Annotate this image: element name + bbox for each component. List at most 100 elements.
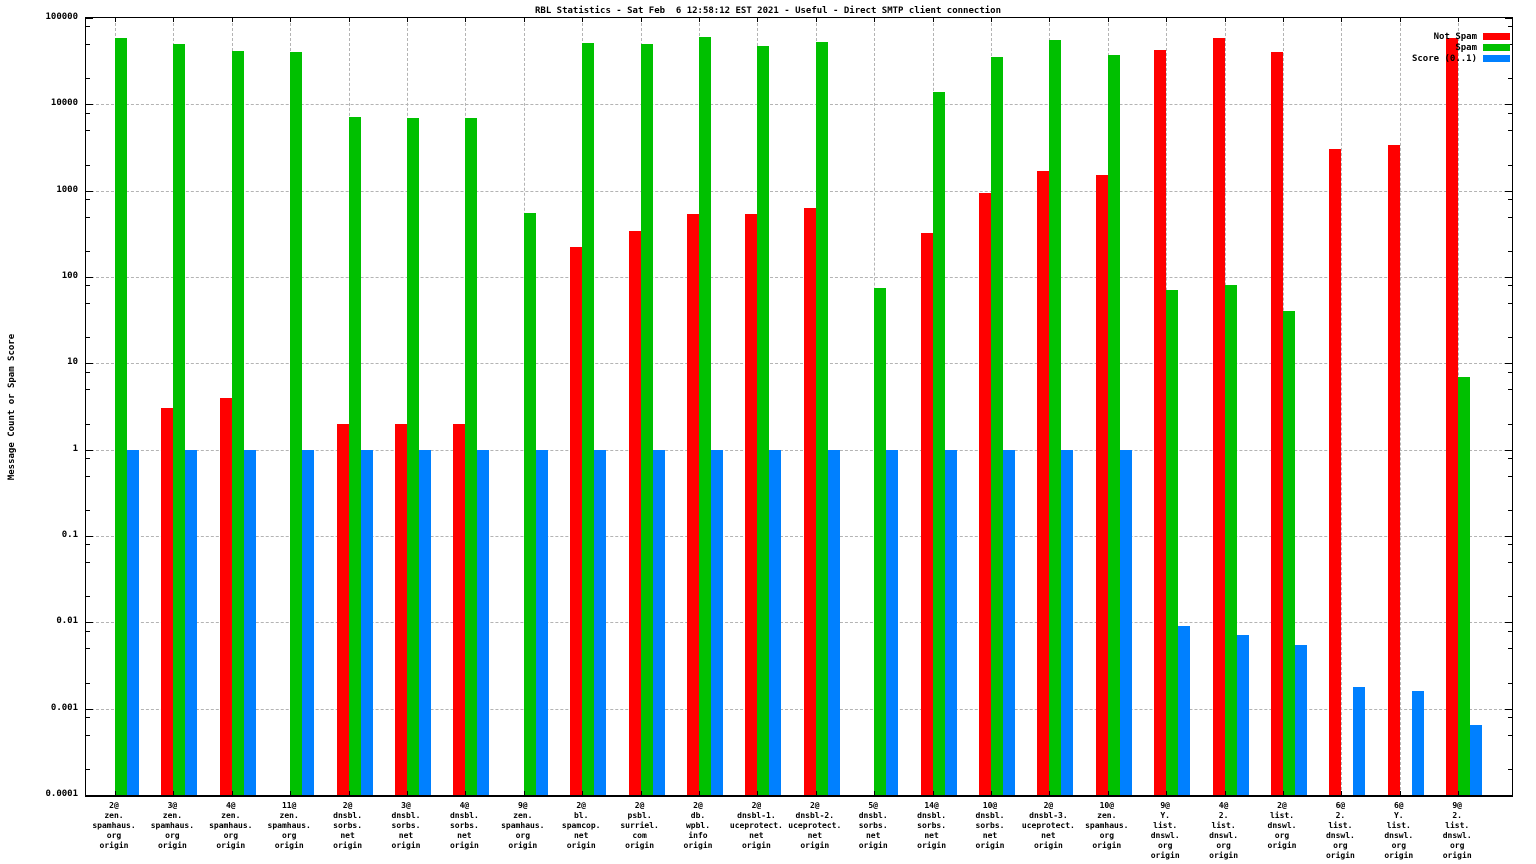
- bar-not-spam: [979, 192, 991, 795]
- y-major-tick-left: [86, 449, 93, 451]
- bar-spam: [407, 117, 419, 795]
- bar-score-0-1: [1295, 645, 1307, 795]
- bar-score-0-1: [127, 449, 139, 795]
- bar-not-spam: [1212, 38, 1225, 795]
- y-tick-label: 100: [61, 271, 78, 281]
- bar-score-0-1: [535, 449, 548, 795]
- y-minor-tick-right: [1508, 682, 1512, 684]
- x-tick-bottom: [1283, 791, 1284, 795]
- horizontal-gridline: [86, 536, 1512, 537]
- x-tick-bottom: [1341, 791, 1343, 795]
- x-tick-top: [640, 18, 642, 22]
- x-category-label: 4@ zen. spamhaus. org origin: [209, 801, 253, 850]
- x-tick-bottom: [582, 791, 584, 795]
- y-minor-tick-right: [1508, 544, 1512, 546]
- x-tick-bottom: [991, 791, 992, 795]
- x-tick-top: [1283, 18, 1284, 22]
- bar-spam: [815, 41, 828, 795]
- horizontal-gridline: [86, 277, 1512, 278]
- y-minor-tick-left: [86, 561, 90, 563]
- bar-spam: [465, 117, 478, 795]
- y-major-tick-left: [86, 18, 93, 19]
- x-category-label: 2@ db. wpbl. info origin: [683, 801, 713, 850]
- bar-not-spam: [1387, 144, 1400, 795]
- bar-score-0-1: [1353, 686, 1366, 795]
- bar-score-0-1: [594, 449, 607, 795]
- x-tick-bottom: [1224, 791, 1226, 795]
- y-tick-label: 0.0001: [45, 789, 78, 799]
- legend-swatch: [1483, 33, 1510, 40]
- bar-score-0-1: [360, 449, 373, 795]
- x-tick-top: [231, 18, 233, 22]
- bar-spam: [231, 51, 244, 795]
- plot-area: [85, 17, 1513, 797]
- x-category-label: 2@ bl. spamcop. net origin: [561, 801, 601, 850]
- y-minor-tick-right: [1508, 337, 1512, 339]
- y-major-tick-left: [86, 277, 93, 278]
- y-major-tick-right: [1505, 795, 1512, 796]
- y-minor-tick-left: [86, 130, 90, 132]
- y-minor-tick-left: [86, 337, 90, 339]
- bar-spam: [1049, 40, 1062, 795]
- y-tick-label: 1000: [56, 184, 78, 195]
- bar-score-0-1: [652, 449, 665, 795]
- bar-not-spam: [1271, 52, 1283, 795]
- bar-not-spam: [1446, 38, 1459, 795]
- bar-spam: [640, 43, 653, 795]
- bar-spam: [991, 57, 1003, 795]
- legend-row: Spam: [1412, 42, 1510, 53]
- x-tick-bottom: [348, 791, 350, 795]
- x-category-label: 2@ psbl. surriel. com origin: [620, 801, 659, 850]
- x-category-label: 2@ list. dnswl. org origin: [1267, 801, 1297, 850]
- x-tick-top: [1224, 18, 1226, 22]
- x-tick-bottom: [1399, 791, 1401, 795]
- y-minor-tick-left: [86, 302, 90, 304]
- y-minor-tick-left: [86, 43, 90, 45]
- horizontal-gridline: [86, 622, 1512, 624]
- horizontal-gridline: [86, 104, 1512, 106]
- y-minor-tick-left: [86, 199, 90, 201]
- bar-spam: [874, 287, 887, 795]
- bar-not-spam: [1037, 170, 1050, 795]
- y-minor-tick-left: [86, 389, 90, 391]
- bar-spam: [348, 116, 361, 795]
- x-tick-bottom: [115, 791, 116, 795]
- bar-spam: [1224, 285, 1237, 795]
- y-major-tick-left: [86, 708, 93, 710]
- x-category-label: 11@ zen. spamhaus. org origin: [267, 801, 311, 850]
- y-minor-tick-left: [86, 112, 90, 114]
- y-major-tick-left: [86, 622, 93, 624]
- y-major-tick-right: [1505, 18, 1512, 19]
- x-tick-top: [874, 18, 876, 22]
- x-tick-bottom: [640, 791, 642, 795]
- y-tick-label: 100000: [45, 12, 78, 22]
- legend-label: Not Spam: [1433, 31, 1477, 42]
- y-minor-tick-right: [1508, 199, 1512, 201]
- x-tick-bottom: [173, 791, 175, 795]
- bar-score-0-1: [1470, 724, 1483, 795]
- x-category-label: 2@ dnsbl-2. uceprotect. net origin: [788, 801, 842, 850]
- bar-not-spam: [1154, 49, 1167, 795]
- y-minor-tick-right: [1508, 510, 1512, 511]
- y-major-tick-right: [1505, 363, 1512, 365]
- bar-score-0-1: [886, 449, 899, 795]
- y-major-tick-right: [1505, 190, 1512, 192]
- y-minor-tick-left: [86, 78, 90, 80]
- x-tick-top: [932, 18, 934, 22]
- bar-spam: [1458, 376, 1471, 795]
- legend-swatch: [1483, 55, 1510, 62]
- legend-row: Not Spam: [1412, 31, 1510, 42]
- y-minor-tick-right: [1508, 43, 1512, 45]
- bar-score-0-1: [1119, 449, 1132, 795]
- legend-swatch: [1483, 44, 1510, 51]
- bar-not-spam: [336, 423, 349, 795]
- bar-not-spam: [1095, 175, 1108, 795]
- vertical-gridline: [1341, 18, 1343, 795]
- bar-not-spam: [920, 233, 933, 795]
- x-tick-bottom: [231, 791, 233, 795]
- bar-score-0-1: [302, 449, 315, 795]
- bar-spam: [757, 45, 770, 795]
- bar-score-0-1: [711, 449, 723, 795]
- bar-score-0-1: [1411, 691, 1424, 795]
- bar-not-spam: [803, 207, 816, 795]
